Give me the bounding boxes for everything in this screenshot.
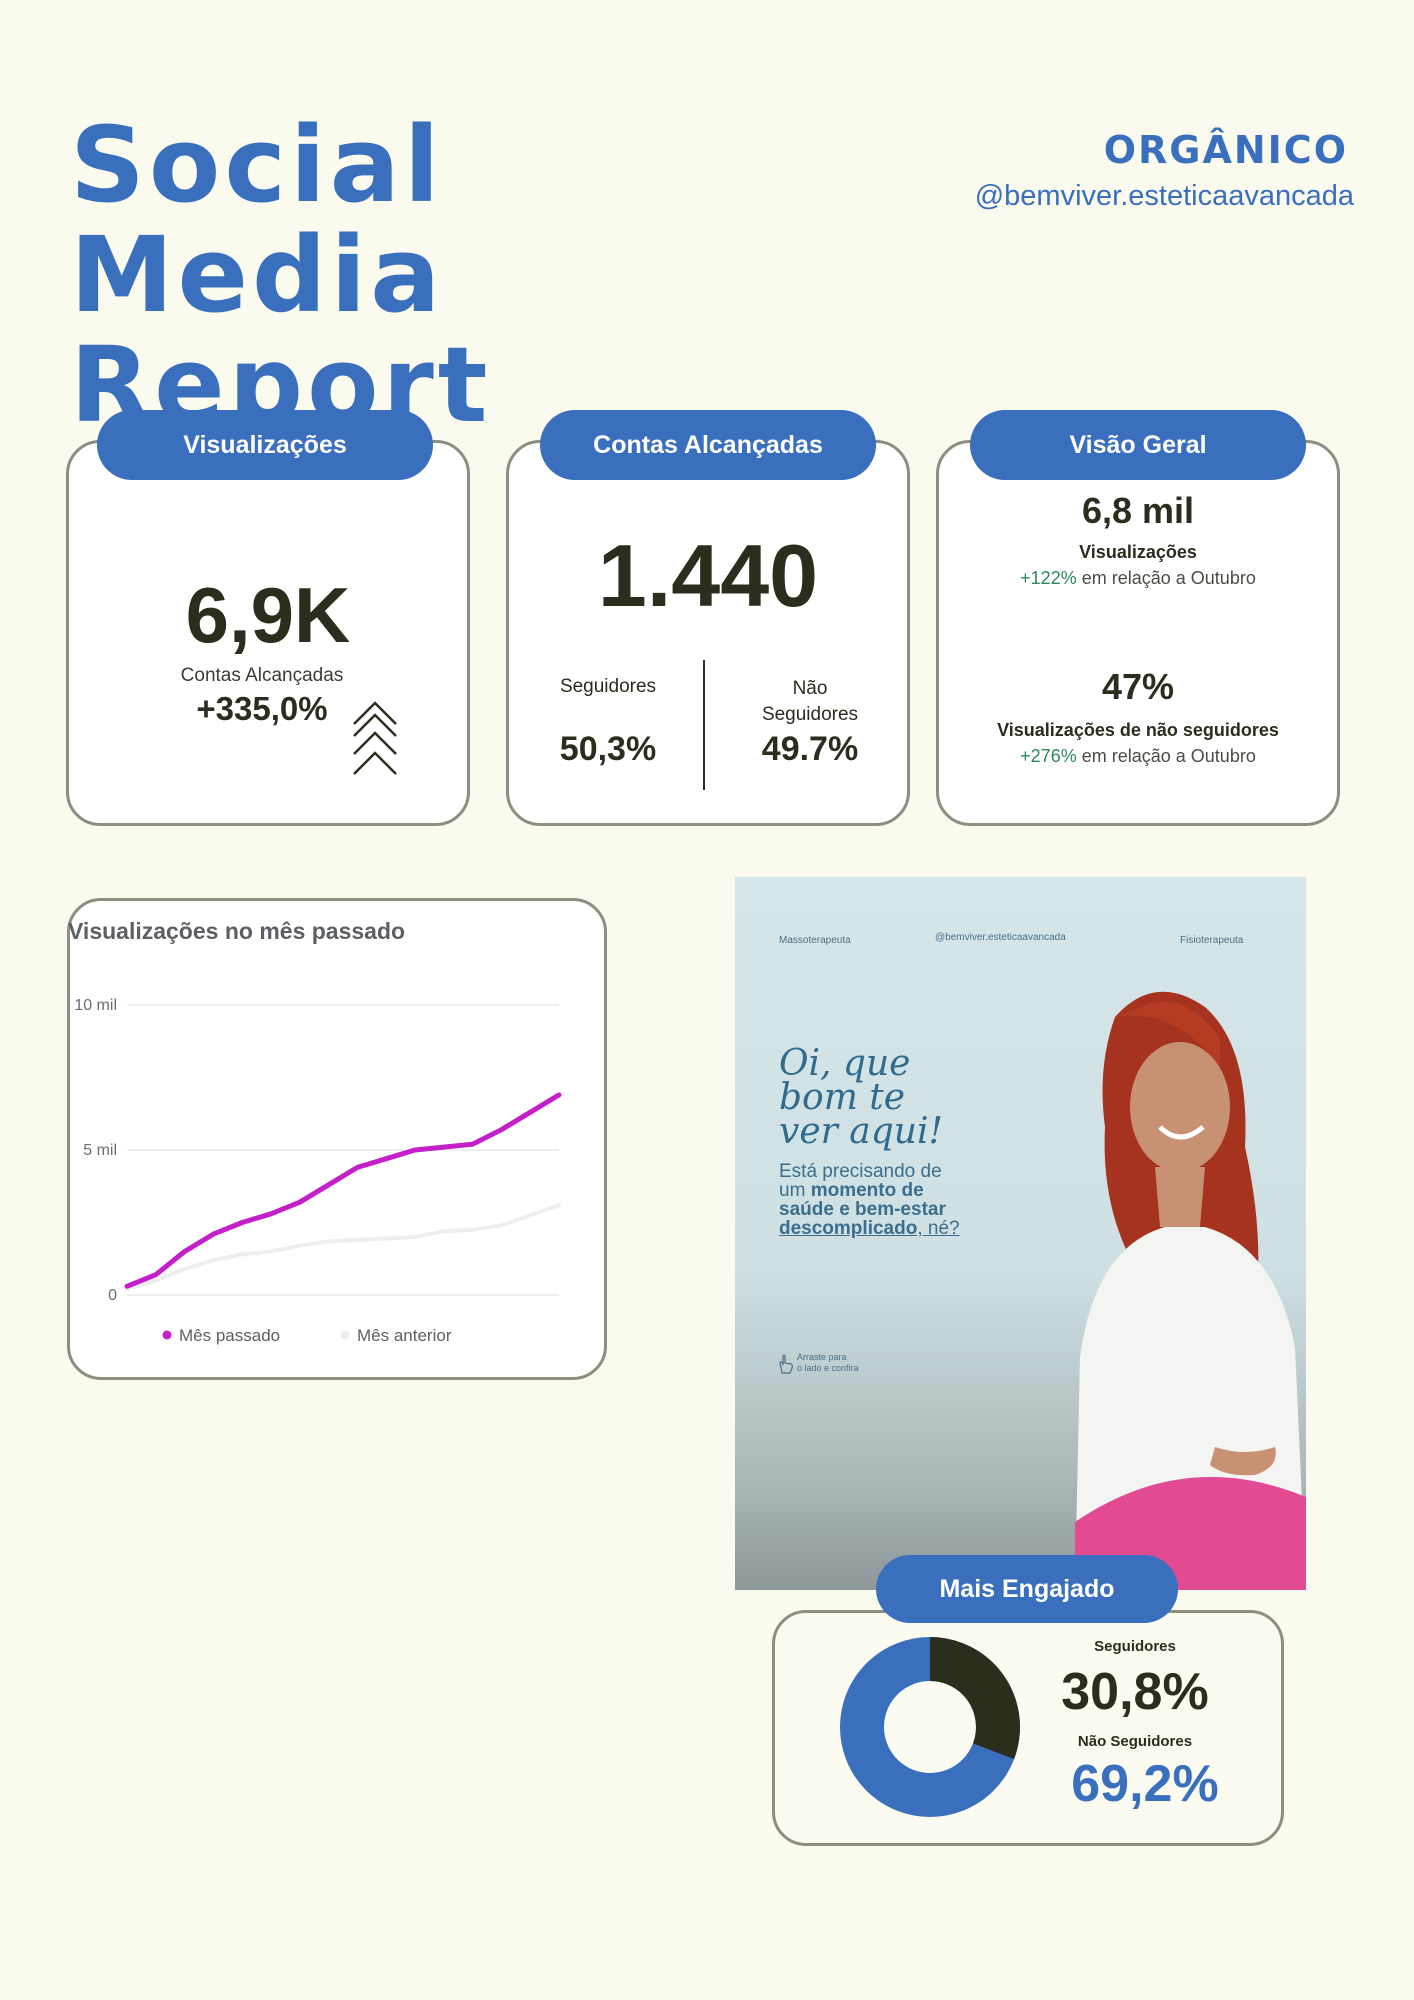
engaged-followers-label: Seguidores — [1094, 1638, 1176, 1655]
post-line-2-bold: momento de — [810, 1180, 924, 1201]
category-label: ORGÂNICO — [1103, 128, 1348, 172]
non-followers-value: 49.7% — [761, 730, 859, 768]
y-tick-label: 0 — [108, 1287, 117, 1304]
post-left-tag: Massoterapeuta — [779, 935, 851, 946]
page-title: Social Media Report — [70, 104, 492, 446]
account-handle: @bemviver.esteticaavancada — [974, 180, 1354, 212]
overview-nonfollower-change-line: +276% em relação a Outubro — [936, 746, 1340, 767]
overview-nonfollower-value: 47% — [1101, 666, 1175, 707]
post-subtext: Está precisando de um momento de saúde e… — [779, 1162, 1019, 1238]
overview-views-suffix: em relação a Outubro — [1081, 568, 1256, 588]
featured-post-image: Massoterapeuta @bemviver.esteticaavancad… — [735, 877, 1306, 1590]
overview-nonfollower-change: +276% — [1020, 746, 1077, 766]
views-card — [66, 440, 470, 826]
overview-card — [936, 440, 1340, 826]
chart-title: Visualizações no mês passado — [68, 918, 406, 944]
legend-label-1: Mês anterior — [357, 1326, 452, 1345]
engagement-donut-chart — [840, 1637, 1020, 1817]
donut-slice-followers — [840, 1637, 1020, 1817]
engaged-card-label: Mais Engajado — [876, 1555, 1178, 1623]
chart-card — [67, 898, 607, 1380]
non-followers-label: Não Seguidores — [761, 678, 859, 725]
woman-portrait-illustration — [1075, 991, 1306, 1590]
post-line-4: descomplicado, né? — [779, 1218, 960, 1239]
post-line-2: um momento de — [779, 1180, 924, 1201]
engaged-non-followers-value: 69,2% — [1071, 1755, 1219, 1813]
reach-card-label: Contas Alcançadas — [540, 410, 876, 480]
post-line-1: Está precisando de — [779, 1161, 942, 1182]
overview-card-label: Visão Geral — [970, 410, 1306, 480]
engaged-followers-value: 30,8% — [1061, 1663, 1209, 1721]
y-tick-label: 5 mil — [83, 1142, 117, 1159]
post-line-3: saúde e bem-estar — [779, 1199, 946, 1220]
divider — [703, 660, 705, 790]
legend-marker-1 — [340, 1330, 350, 1340]
reach-card — [506, 440, 910, 826]
legend-label-0: Mês passado — [179, 1326, 280, 1345]
post-center-handle: @bemviver.esteticaavancada — [935, 932, 1066, 943]
series-line-1 — [125, 1203, 561, 1292]
followers-label: Seguidores — [559, 676, 657, 697]
swipe-hint: Arraste para o lado e confira — [797, 1352, 859, 1373]
legend-marker-0 — [162, 1330, 172, 1340]
post-right-tag: Fisioterapeuta — [1180, 935, 1244, 946]
overview-nonfollower-suffix: em relação a Outubro — [1081, 746, 1256, 766]
views-change: +335,0% — [196, 690, 328, 727]
views-card-label: Visualizações — [97, 410, 433, 480]
overview-views-label: Visualizações — [1079, 542, 1197, 562]
views-value: 6,9K — [185, 571, 351, 659]
line-chart: 0 5 mil 10 mil Mês passado Mês anterior — [74, 997, 562, 1345]
series-line-0 — [124, 1092, 562, 1289]
overview-views-change-line: +122% em relação a Outubro — [936, 568, 1340, 589]
overview-views-change: +122% — [1020, 568, 1077, 588]
overview-views-value: 6,8 mil — [1081, 490, 1195, 531]
engaged-non-followers-label: Não Seguidores — [1077, 1733, 1193, 1750]
reach-value: 1.440 — [597, 526, 819, 625]
post-line-4-bold: descomplicado — [779, 1218, 918, 1239]
y-tick-label: 10 mil — [74, 997, 117, 1014]
triple-chevron-up-icon — [352, 700, 398, 776]
views-caption: Contas Alcançadas — [180, 665, 344, 686]
post-headline: Oi, que bom te ver aqui! — [779, 1043, 943, 1152]
overview-nonfollower-label: Visualizações de não seguidores — [997, 720, 1279, 740]
followers-value: 50,3% — [559, 730, 657, 768]
swipe-hand-icon — [777, 1353, 795, 1375]
